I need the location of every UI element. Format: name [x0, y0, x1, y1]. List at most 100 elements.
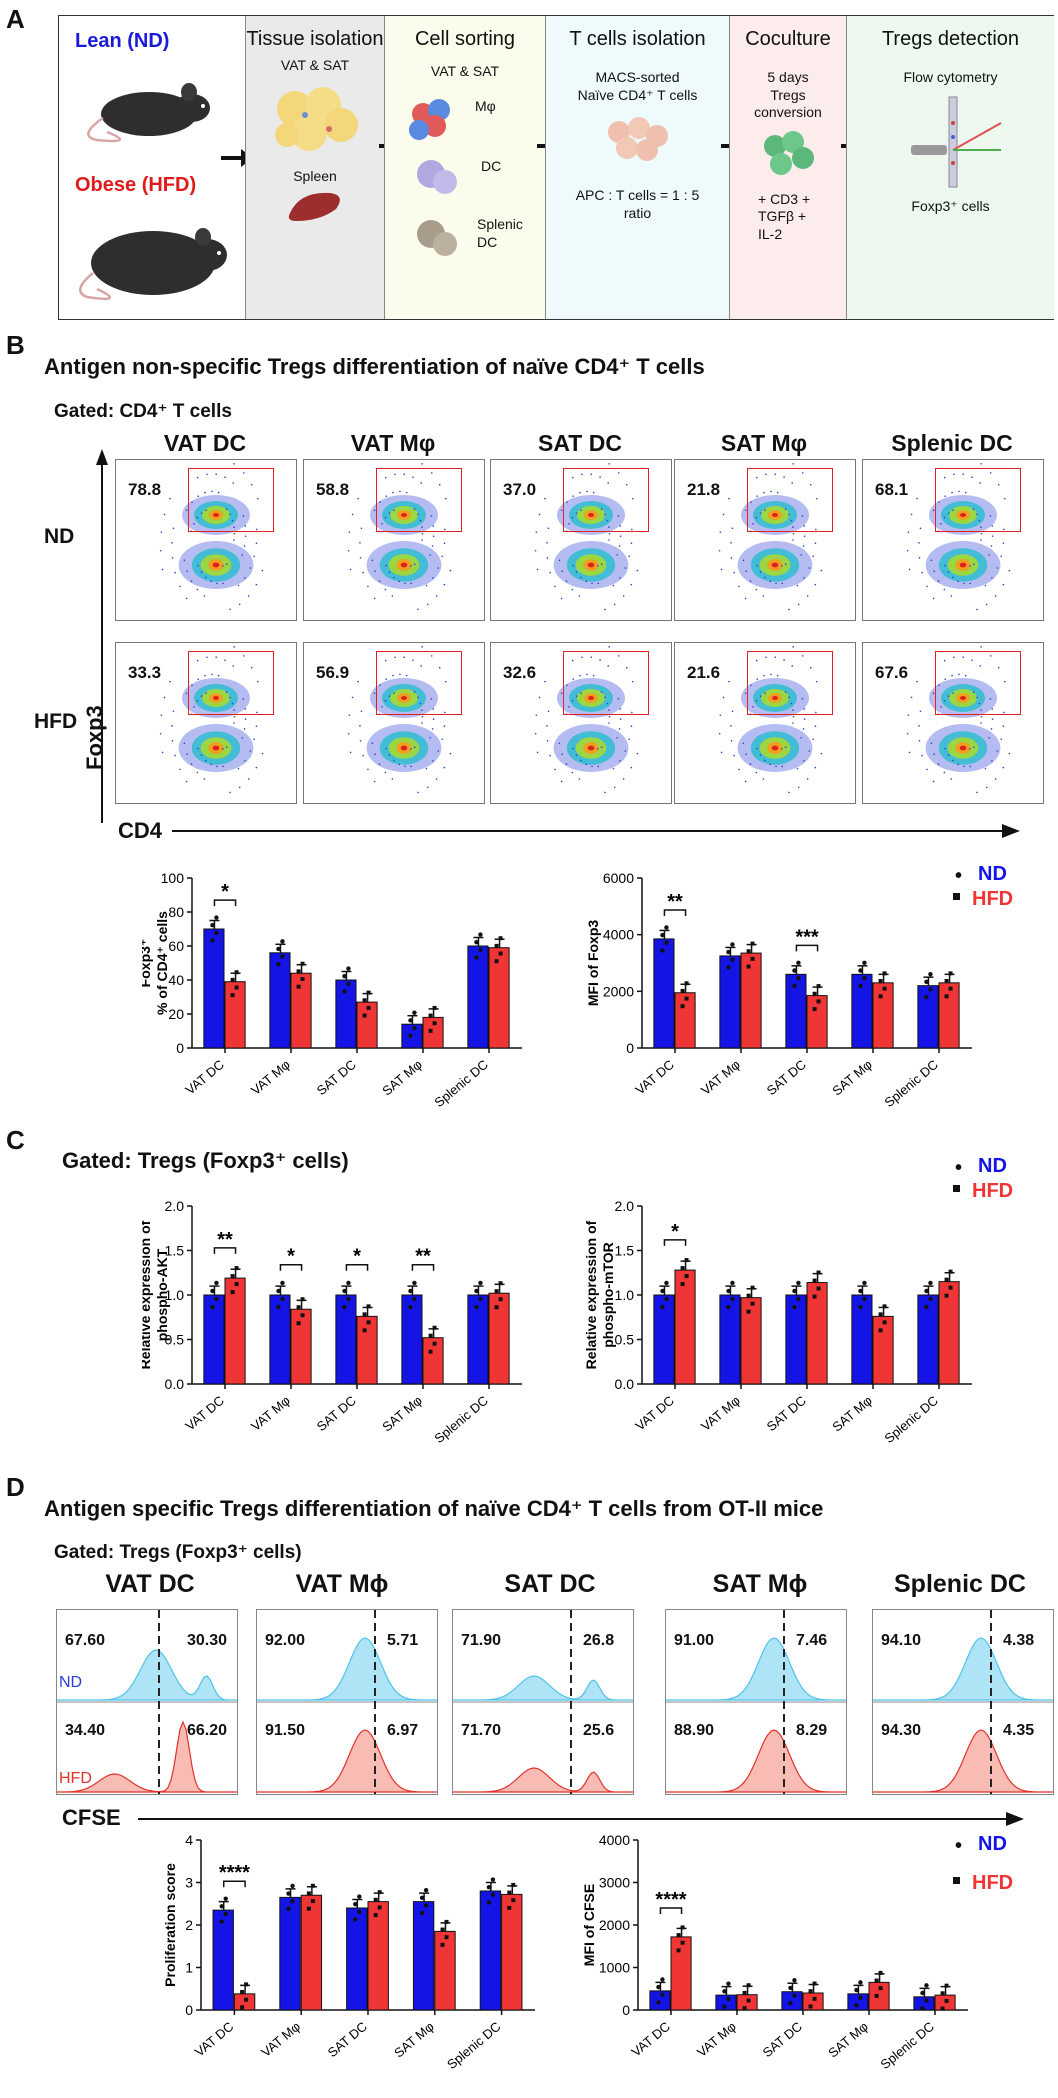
event-dot — [943, 476, 946, 479]
legend-hfd-marker — [953, 1185, 960, 1192]
data-point — [750, 1301, 755, 1306]
event-dot — [1002, 542, 1005, 545]
data-point — [357, 1894, 362, 1899]
data-point — [656, 1984, 661, 1990]
density-plot — [347, 463, 452, 611]
stage-sub: Flow cytometry — [903, 69, 998, 85]
event-dot — [225, 746, 228, 749]
foxp3-gate — [563, 651, 649, 715]
event-dot — [770, 490, 772, 493]
y-tick-label: 4000 — [603, 927, 634, 943]
histogram-value: 88.90 — [674, 1722, 715, 1739]
event-dot — [410, 582, 413, 585]
data-point — [792, 968, 797, 973]
event-dot — [947, 571, 950, 573]
event-dot — [979, 482, 981, 484]
x-tick-label: VAT Mφ — [248, 1393, 293, 1434]
event-dot — [971, 659, 973, 661]
event-dot — [921, 571, 923, 574]
hfd-bar — [806, 995, 828, 1049]
event-dot — [801, 655, 804, 657]
event-dot — [943, 516, 946, 519]
density-contour — [213, 696, 219, 700]
event-dot — [206, 473, 208, 476]
data-point — [310, 1899, 315, 1904]
event-dot — [937, 580, 940, 582]
event-dot — [233, 532, 236, 535]
event-dot — [765, 656, 767, 659]
nd-histogram — [57, 1649, 238, 1701]
foxp3-gate — [935, 468, 1021, 532]
flow-col-title: Splenic DC — [891, 430, 1013, 456]
x-tick-label: SAT DC — [314, 1393, 359, 1434]
event-dot — [916, 497, 918, 500]
data-point — [244, 1982, 249, 1987]
event-dot — [631, 528, 633, 531]
event-dot — [619, 760, 621, 762]
event-dot — [420, 482, 422, 484]
data-point — [223, 1896, 228, 1901]
data-point — [210, 1288, 215, 1294]
event-dot — [185, 780, 188, 783]
legend-nd: ND — [978, 863, 1007, 885]
event-dot — [933, 753, 935, 755]
density-contour — [771, 745, 779, 751]
event-dot — [991, 535, 994, 537]
hfd-bar — [872, 1315, 894, 1385]
hfd-bar — [290, 972, 312, 1049]
event-dot — [373, 780, 376, 783]
data-point — [428, 1028, 433, 1033]
event-dot — [241, 554, 244, 556]
data-point — [342, 989, 347, 994]
y-tick-label: 2000 — [599, 1917, 630, 1933]
event-dot — [409, 565, 412, 567]
event-dot — [622, 778, 625, 780]
event-dot — [597, 582, 600, 585]
event-dot — [419, 519, 422, 522]
data-point — [296, 984, 301, 989]
event-dot — [719, 714, 722, 716]
data-point — [412, 1296, 417, 1302]
event-dot — [932, 692, 935, 695]
event-dot — [373, 509, 376, 512]
stage-sub: VAT & SAT — [280, 57, 350, 73]
nd-bar — [212, 1909, 234, 2011]
event-dot — [591, 582, 593, 585]
event-dot — [991, 577, 993, 579]
y-axis-label: phospho-AKT — [154, 1248, 170, 1341]
x-tick-label: SAT DC — [764, 1057, 809, 1098]
cd4-axis-label: CD4 — [118, 818, 163, 843]
event-dot — [628, 555, 630, 558]
event-dot — [763, 491, 765, 494]
nd-bar — [649, 1990, 671, 2011]
event-dot — [431, 728, 434, 730]
data-point — [210, 1304, 215, 1310]
foxp3-axis-arrow — [96, 449, 108, 823]
flow-col-title: VAT DC — [163, 430, 247, 456]
spleen-label: Spleen — [293, 167, 337, 184]
gate-percentage: 58.8 — [316, 480, 350, 499]
event-dot — [229, 791, 231, 794]
event-dot — [800, 554, 803, 556]
data-point — [219, 1904, 224, 1909]
event-dot — [938, 684, 940, 686]
event-dot — [976, 513, 978, 516]
x-tick-label: Splenic DC — [444, 2019, 503, 2072]
event-dot — [613, 603, 616, 606]
event-dot — [590, 473, 593, 476]
event-dot — [171, 542, 173, 544]
event-dot — [185, 692, 188, 695]
event-dot — [910, 513, 913, 516]
event-dot — [932, 509, 935, 512]
data-point — [346, 1296, 351, 1302]
event-dot — [596, 565, 599, 567]
density-plot — [347, 646, 452, 794]
event-dot — [432, 535, 435, 537]
event-dot — [385, 678, 388, 680]
data-point — [412, 1025, 417, 1031]
data-point — [234, 1266, 239, 1271]
event-dot — [803, 535, 806, 537]
event-dot — [172, 527, 175, 530]
histogram-plot: 92.00 5.71 91.50 6.97 — [256, 1609, 438, 1795]
event-dot — [591, 765, 593, 768]
